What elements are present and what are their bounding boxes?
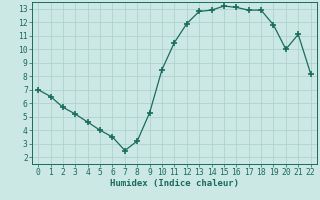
X-axis label: Humidex (Indice chaleur): Humidex (Indice chaleur) <box>110 179 239 188</box>
